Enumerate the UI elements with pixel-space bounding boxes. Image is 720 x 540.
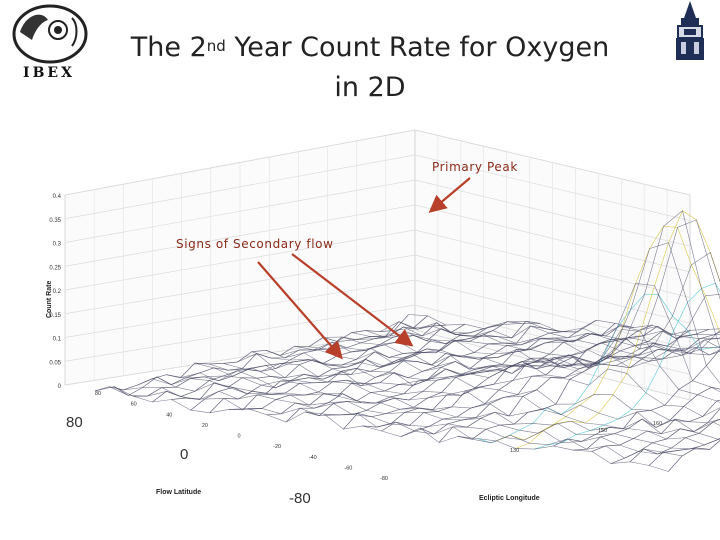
mesh-line — [180, 370, 720, 432]
title-superscript: nd — [206, 37, 226, 55]
y-tick-label: -60 — [344, 465, 352, 471]
z-tick-label: 0.3 — [53, 242, 62, 248]
annotation-arrow — [291, 253, 414, 347]
mesh-line — [251, 242, 720, 384]
mesh-line — [365, 326, 720, 351]
mesh-line — [610, 408, 720, 464]
y-tick-label: -40 — [309, 455, 317, 461]
mesh-line — [237, 283, 720, 393]
slide-title: The 2nd Year Count Rate for Oxygen in 2D — [100, 28, 640, 108]
mesh-line — [648, 437, 720, 466]
tower-logo — [676, 1, 704, 60]
label-minus-80: -80 — [289, 490, 311, 507]
mesh-line — [208, 363, 720, 417]
z-tick-label: 0.25 — [49, 265, 61, 271]
x-tick-label: 160 — [653, 421, 662, 427]
y-tick-label: 40 — [166, 412, 172, 418]
ibex-logo: IBEX — [8, 4, 90, 80]
mesh-line — [294, 252, 720, 367]
y-tick-label: -80 — [380, 476, 388, 482]
z-tick-label: 0.05 — [49, 360, 61, 366]
annotation-arrows — [257, 177, 471, 360]
mesh-line — [94, 386, 669, 472]
mesh-line — [629, 419, 720, 463]
mesh-line — [166, 374, 720, 440]
axis-ticks: 0 0.05 0.1 0.15 0.2 0.25 0.3 0.35 0.4 80 60 40 20 0 -2… — [49, 194, 662, 482]
secondary-flow-label: Signs of Secondary flow — [176, 237, 334, 251]
y-tick-label: 0 — [238, 434, 241, 440]
mesh-line — [668, 440, 720, 472]
mesh-line — [591, 399, 720, 452]
mesh-line — [379, 321, 720, 341]
z-tick-label: 0.2 — [53, 289, 62, 295]
x-axis-label: Ecliptic Longitude — [479, 495, 540, 502]
mesh-line — [280, 219, 720, 370]
z-tick-label: 0.35 — [49, 218, 61, 224]
annotation-arrow — [428, 177, 471, 213]
y-tick-label: 60 — [131, 402, 137, 408]
y-tick-label: 80 — [95, 391, 101, 397]
mesh-line — [194, 362, 720, 424]
mesh-line — [308, 294, 720, 369]
annotation-arrow — [257, 261, 343, 360]
mesh-line — [572, 386, 720, 451]
mesh-line — [109, 386, 683, 459]
logo-wordmark: IBEX — [23, 65, 75, 80]
z-tick-label: 0.1 — [53, 337, 62, 343]
y-axis-label: Flow Latitude — [156, 489, 202, 496]
mesh-line — [408, 314, 720, 335]
label-0: 0 — [180, 446, 189, 463]
mesh-line — [323, 330, 720, 360]
x-tick-label: 130 — [510, 448, 519, 454]
back-grid — [64, 129, 691, 401]
y-tick-label: -20 — [273, 444, 281, 450]
label-80: 80 — [66, 414, 83, 431]
title-prefix: The 2 — [130, 32, 207, 63]
z-tick-label: 0 — [58, 384, 62, 390]
y-tick-label: 20 — [202, 423, 208, 429]
mesh-line — [394, 320, 720, 339]
mesh-line — [137, 376, 710, 450]
primary-peak-label: Primary Peak — [432, 160, 518, 174]
z-tick-label: 0.15 — [49, 313, 61, 319]
mesh-line — [123, 387, 696, 455]
x-tick-label: 150 — [598, 428, 607, 434]
title-line2: in 2D — [334, 72, 406, 103]
z-axis-label: Count Rate — [46, 280, 53, 318]
mesh-line — [351, 332, 720, 356]
z-tick-label: 0.4 — [53, 194, 62, 200]
mesh-line — [337, 334, 720, 356]
mesh-line — [151, 378, 720, 446]
surface-mesh — [94, 210, 720, 472]
title-suffix: Year Count Rate for Oxygen — [225, 32, 610, 63]
mesh-line — [265, 210, 720, 374]
